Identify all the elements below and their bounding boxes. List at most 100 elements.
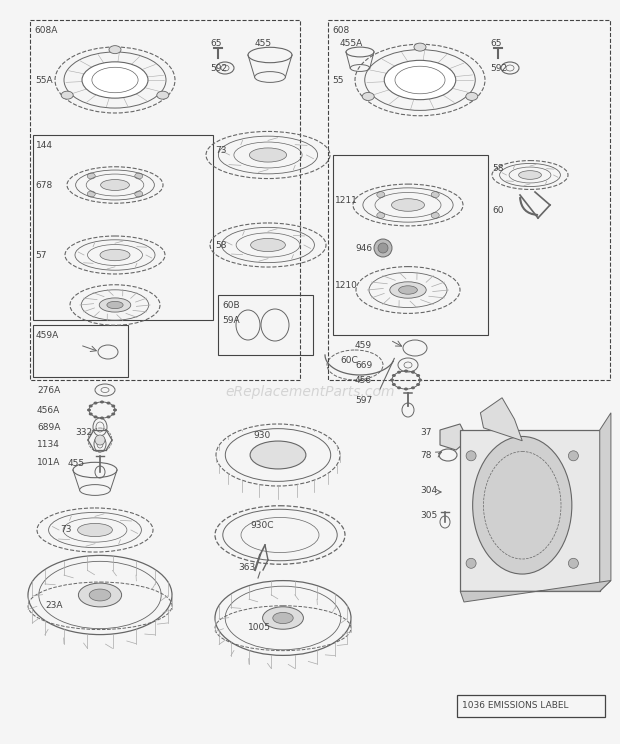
Ellipse shape [392,383,396,386]
Ellipse shape [157,92,169,99]
Text: 930C: 930C [250,521,273,530]
Text: 608A: 608A [34,26,58,35]
Text: 57: 57 [35,251,46,260]
Text: 78: 78 [420,451,432,460]
Bar [30,20,300,380]
Text: 456: 456 [355,376,372,385]
Text: 73: 73 [215,146,226,155]
Ellipse shape [362,92,374,100]
Polygon shape [480,398,522,440]
Ellipse shape [404,388,408,391]
Ellipse shape [107,415,110,418]
Bar [460,430,600,591]
Ellipse shape [87,173,95,179]
Ellipse shape [569,558,578,568]
Text: 304: 304 [420,486,437,495]
Text: 592: 592 [210,63,227,72]
Text: 276A: 276A [37,385,60,394]
Ellipse shape [78,523,112,536]
Ellipse shape [466,92,478,100]
Text: eReplacementParts.com: eReplacementParts.com [225,385,395,399]
Bar [457,695,605,717]
Ellipse shape [113,408,117,411]
Ellipse shape [466,451,476,461]
Text: 65: 65 [490,39,502,48]
Ellipse shape [390,282,426,298]
Text: 946: 946 [355,243,372,252]
Text: 459: 459 [355,341,372,350]
Ellipse shape [249,148,286,162]
Text: 65: 65 [210,39,221,48]
Text: 1005: 1005 [248,623,271,632]
Ellipse shape [569,451,578,461]
Text: 60: 60 [492,205,503,214]
Ellipse shape [82,62,148,98]
Text: 592: 592 [490,63,507,72]
Ellipse shape [109,45,121,54]
Ellipse shape [432,212,439,218]
Ellipse shape [107,402,110,405]
Ellipse shape [378,243,388,253]
Ellipse shape [411,386,415,389]
Text: 459A: 459A [36,331,60,340]
Text: 1210: 1210 [335,280,358,289]
Ellipse shape [404,370,408,373]
Ellipse shape [392,374,396,377]
Ellipse shape [472,437,572,574]
Ellipse shape [100,400,104,403]
Text: 144: 144 [36,141,53,150]
Ellipse shape [397,371,401,373]
Text: 58: 58 [215,240,226,249]
Ellipse shape [107,301,123,309]
Text: 456A: 456A [37,405,60,414]
Ellipse shape [61,92,73,99]
Ellipse shape [377,212,385,218]
Text: 689A: 689A [37,423,60,432]
Ellipse shape [78,583,122,607]
Text: 101A: 101A [37,458,60,466]
Text: 73: 73 [60,525,71,534]
Polygon shape [600,413,611,591]
Ellipse shape [89,405,93,408]
Ellipse shape [135,173,143,179]
Ellipse shape [111,405,115,408]
Polygon shape [440,424,468,450]
Text: 37: 37 [420,428,432,437]
Text: 1211: 1211 [335,196,358,205]
Ellipse shape [89,589,111,601]
Text: 305: 305 [420,510,437,519]
Bar [218,295,313,355]
Text: 455: 455 [255,39,272,48]
Ellipse shape [87,408,91,411]
Ellipse shape [89,412,93,415]
Text: 1134: 1134 [37,440,60,449]
Ellipse shape [416,374,420,377]
Ellipse shape [391,199,425,211]
Ellipse shape [432,192,439,198]
Ellipse shape [411,371,415,373]
Ellipse shape [377,192,385,198]
Ellipse shape [399,286,417,294]
Ellipse shape [87,191,95,197]
Text: 608: 608 [332,26,349,35]
Ellipse shape [273,612,293,623]
Text: 332: 332 [75,428,92,437]
Text: 363: 363 [238,563,255,572]
Ellipse shape [466,558,476,568]
Text: 59A: 59A [222,315,239,324]
Ellipse shape [100,249,130,260]
Ellipse shape [418,379,422,382]
Text: 678: 678 [35,181,52,190]
Ellipse shape [250,238,285,251]
Bar [33,325,128,377]
Text: 58: 58 [492,164,503,173]
Ellipse shape [263,607,303,629]
Text: 55: 55 [332,75,343,85]
Ellipse shape [99,298,131,312]
Bar [333,155,488,335]
Ellipse shape [135,191,143,197]
Text: 597: 597 [355,396,372,405]
Text: 930: 930 [253,431,270,440]
Ellipse shape [397,386,401,389]
Ellipse shape [111,412,115,415]
